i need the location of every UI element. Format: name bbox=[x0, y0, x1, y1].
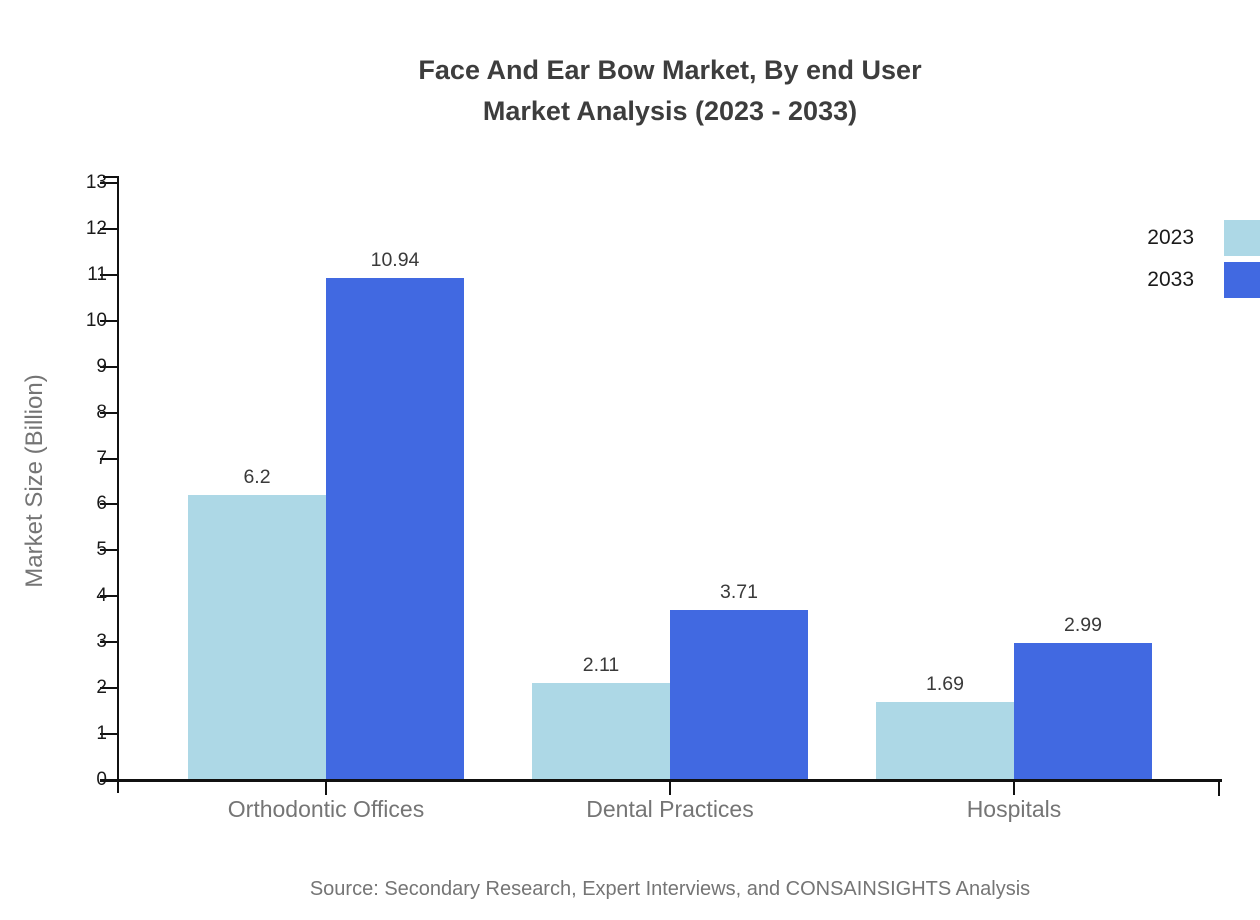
y-axis-tick bbox=[100, 595, 118, 598]
chart-title-line2: Market Analysis (2023 - 2033) bbox=[482, 96, 858, 126]
y-axis-tick bbox=[100, 273, 118, 276]
data-label: 10.94 bbox=[370, 248, 420, 271]
y-axis-end-tick bbox=[103, 176, 118, 178]
y-axis-tick-label: 8 bbox=[96, 401, 107, 423]
y-axis-tick-label: 9 bbox=[96, 355, 107, 377]
x-axis-end-tick bbox=[1218, 780, 1220, 796]
data-label: 2.99 bbox=[1064, 613, 1102, 636]
legend-swatch-2033 bbox=[1224, 262, 1260, 298]
y-axis-tick bbox=[100, 549, 118, 552]
y-axis-tick-label: 7 bbox=[96, 447, 107, 469]
x-axis-tick bbox=[325, 780, 327, 795]
y-axis-tick bbox=[100, 457, 118, 460]
y-axis-tick bbox=[100, 503, 118, 506]
y-axis-tick bbox=[100, 227, 118, 230]
legend-label: 2023 bbox=[1147, 226, 1194, 249]
bar-2033-orthodontic-offices bbox=[326, 277, 464, 780]
x-axis-tick bbox=[1013, 780, 1015, 795]
x-axis-category-label: Hospitals bbox=[966, 796, 1062, 822]
y-axis-tick-label: 1 bbox=[96, 723, 107, 745]
legend-item: 2023 bbox=[1147, 220, 1260, 256]
y-axis-tick bbox=[100, 182, 118, 184]
y-axis-tick bbox=[100, 687, 118, 690]
legend-item: 2033 bbox=[1147, 262, 1260, 298]
bar-2033-hospitals bbox=[1014, 642, 1152, 780]
y-axis-tick bbox=[100, 411, 118, 414]
y-axis-tick-label: 3 bbox=[96, 631, 107, 653]
y-axis-line bbox=[116, 176, 119, 793]
chart-title-line1: Face And Ear Bow Market, By end User bbox=[418, 55, 922, 85]
y-axis-tick bbox=[100, 733, 118, 736]
bar-2023-orthodontic-offices bbox=[188, 495, 326, 780]
y-axis-tick-label: 2 bbox=[96, 677, 107, 699]
y-axis-tick bbox=[100, 641, 118, 644]
legend: 2023 2033 bbox=[1147, 220, 1260, 298]
bar-2023-dental-practices bbox=[532, 683, 670, 780]
x-axis-category-label: Dental Practices bbox=[586, 796, 754, 822]
bar-2023-hospitals bbox=[876, 702, 1014, 780]
x-axis-line bbox=[100, 779, 1222, 782]
data-label: 1.69 bbox=[926, 673, 964, 696]
y-axis-tick bbox=[100, 319, 118, 322]
y-axis-tick bbox=[100, 365, 118, 368]
data-label: 3.71 bbox=[720, 580, 758, 603]
x-axis-tick bbox=[669, 780, 671, 795]
y-axis-tick-label: 6 bbox=[96, 493, 107, 515]
y-axis-tick-label: 10 bbox=[85, 309, 107, 331]
source-note: Source: Secondary Research, Expert Inter… bbox=[309, 878, 1031, 900]
y-axis-tick-label: 11 bbox=[87, 263, 107, 285]
bar-2033-dental-practices bbox=[670, 609, 808, 780]
legend-label: 2033 bbox=[1147, 268, 1194, 291]
y-axis-tick-label: 12 bbox=[85, 217, 107, 239]
data-label: 6.2 bbox=[243, 466, 271, 489]
y-axis-tick-label: 5 bbox=[96, 539, 107, 561]
legend-swatch-2023 bbox=[1224, 220, 1260, 256]
chart-title: Face And Ear Bow Market, By end User Mar… bbox=[80, 50, 1260, 132]
y-axis-tick-label: 4 bbox=[96, 585, 107, 607]
y-axis-tick-label: 13 bbox=[85, 172, 107, 193]
x-axis-category-label: Orthodontic Offices bbox=[227, 796, 425, 822]
y-axis-tick-label: 0 bbox=[40, 768, 107, 792]
data-label: 2.11 bbox=[582, 654, 620, 677]
